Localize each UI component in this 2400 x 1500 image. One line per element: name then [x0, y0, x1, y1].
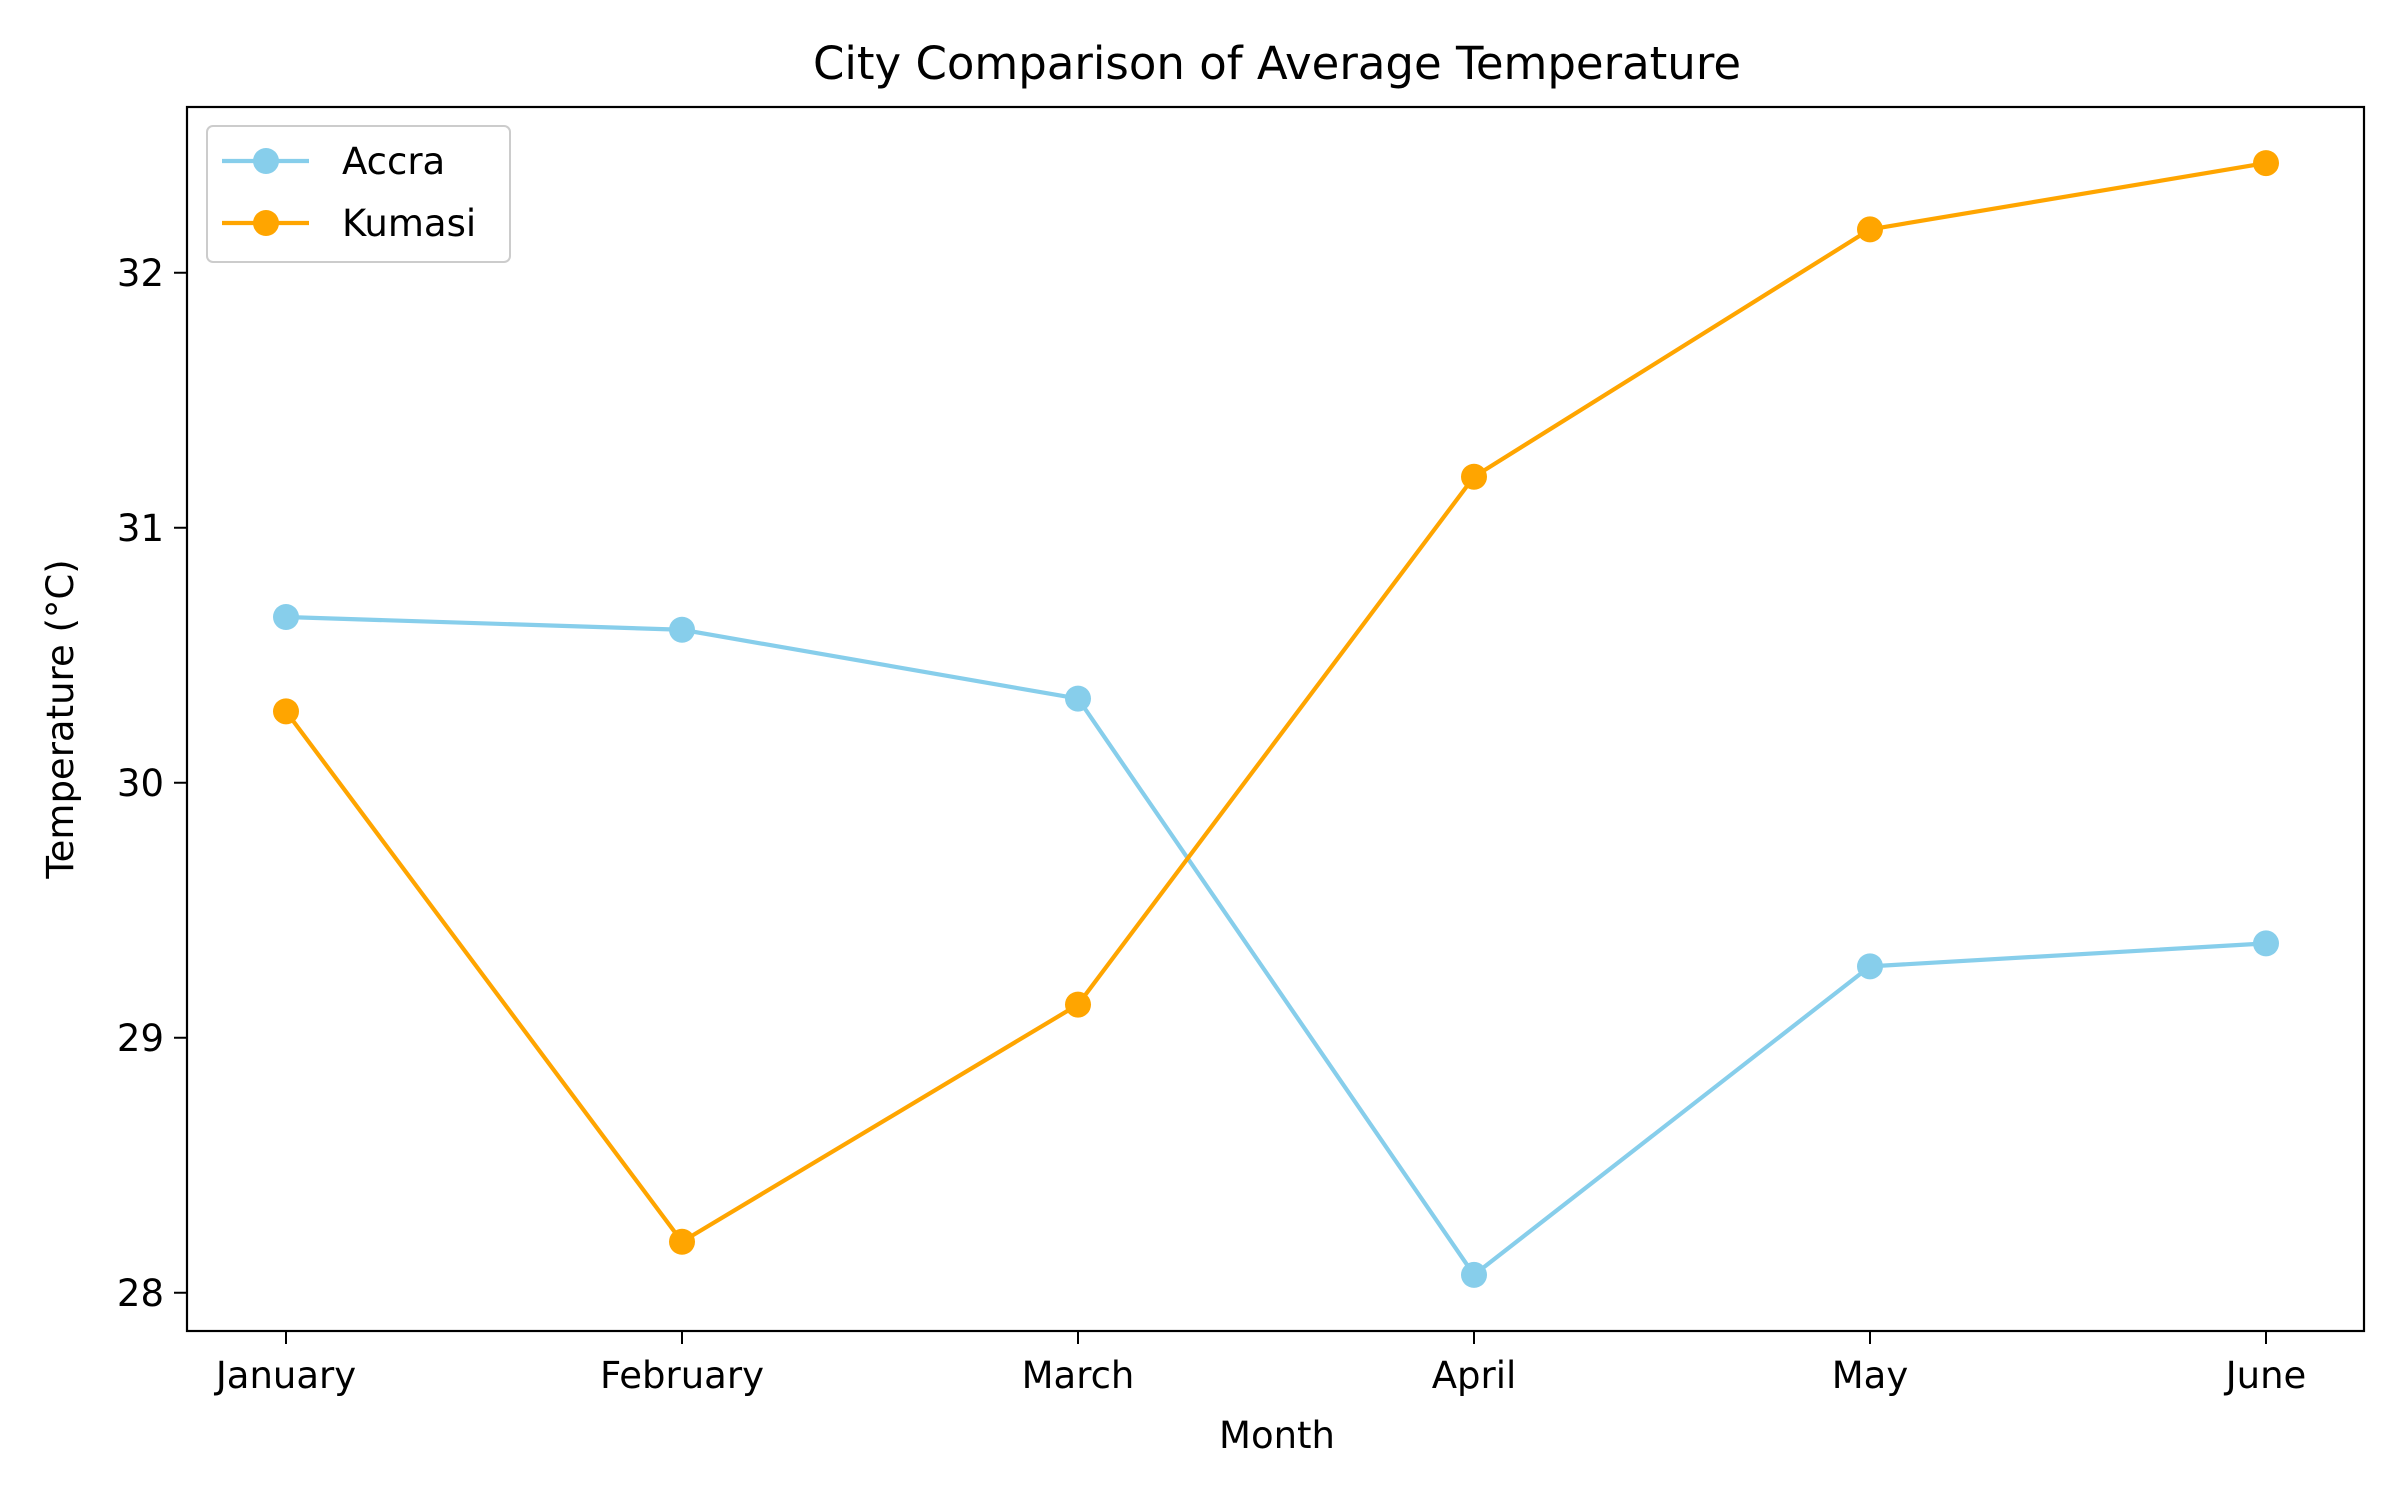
chart-title: City Comparison of Average Temperature	[813, 37, 1741, 90]
legend-marker	[253, 210, 279, 236]
series-line	[285, 614, 2267, 1278]
x-tick-label: February	[600, 1354, 764, 1397]
x-axis-label: Month	[1219, 1414, 1335, 1457]
legend-item: Kumasi	[222, 202, 476, 245]
data-point	[1461, 463, 1487, 490]
y-tick-label: 32	[117, 252, 164, 295]
x-tick-label: April	[1432, 1354, 1517, 1397]
legend-marker	[253, 148, 279, 174]
x-tick-label: May	[1832, 1354, 1909, 1397]
data-point	[273, 698, 299, 725]
data-point	[1461, 1261, 1487, 1288]
data-point	[273, 604, 299, 630]
plot-frame	[185, 105, 2366, 1333]
series-accra	[273, 604, 2279, 1288]
data-point	[1065, 991, 1091, 1018]
legend-item: Accra	[222, 140, 445, 183]
data-point	[1857, 216, 1883, 243]
plot-area	[273, 150, 2279, 1288]
x-tick-label: June	[2224, 1354, 2307, 1397]
x-tick-label: March	[1022, 1354, 1135, 1397]
data-point	[2253, 150, 2279, 177]
y-tick-label: 30	[117, 762, 164, 805]
series-kumasi	[273, 150, 2279, 1255]
x-tick-label: January	[214, 1354, 356, 1397]
y-tick-label: 31	[117, 507, 164, 550]
legend-label: Kumasi	[342, 202, 476, 245]
data-point	[1065, 685, 1091, 712]
data-point	[669, 1228, 695, 1255]
data-point	[1857, 953, 1883, 980]
series-line	[284, 161, 2267, 1244]
data-point	[669, 616, 695, 643]
x-axis: January February March April May June	[214, 1331, 2306, 1397]
legend-label: Accra	[342, 140, 445, 183]
legend: Accra Kumasi	[206, 125, 511, 263]
y-tick-label: 29	[117, 1017, 164, 1060]
y-axis-label: Temperature (°C)	[39, 559, 82, 879]
data-point	[2253, 930, 2279, 957]
y-axis: 28 29 30 31 32	[117, 252, 187, 1315]
y-tick-label: 28	[117, 1272, 164, 1315]
